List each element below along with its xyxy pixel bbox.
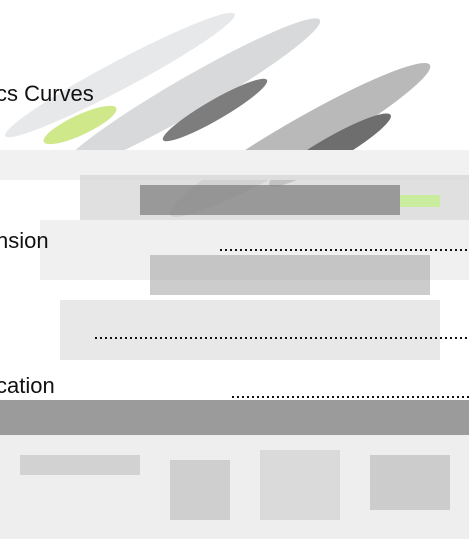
toc-entry: nsion <box>0 228 49 253</box>
toc-entry: cation <box>0 373 55 398</box>
toc-entry: cs Curves <box>0 81 94 106</box>
dot-leaders <box>95 249 469 398</box>
